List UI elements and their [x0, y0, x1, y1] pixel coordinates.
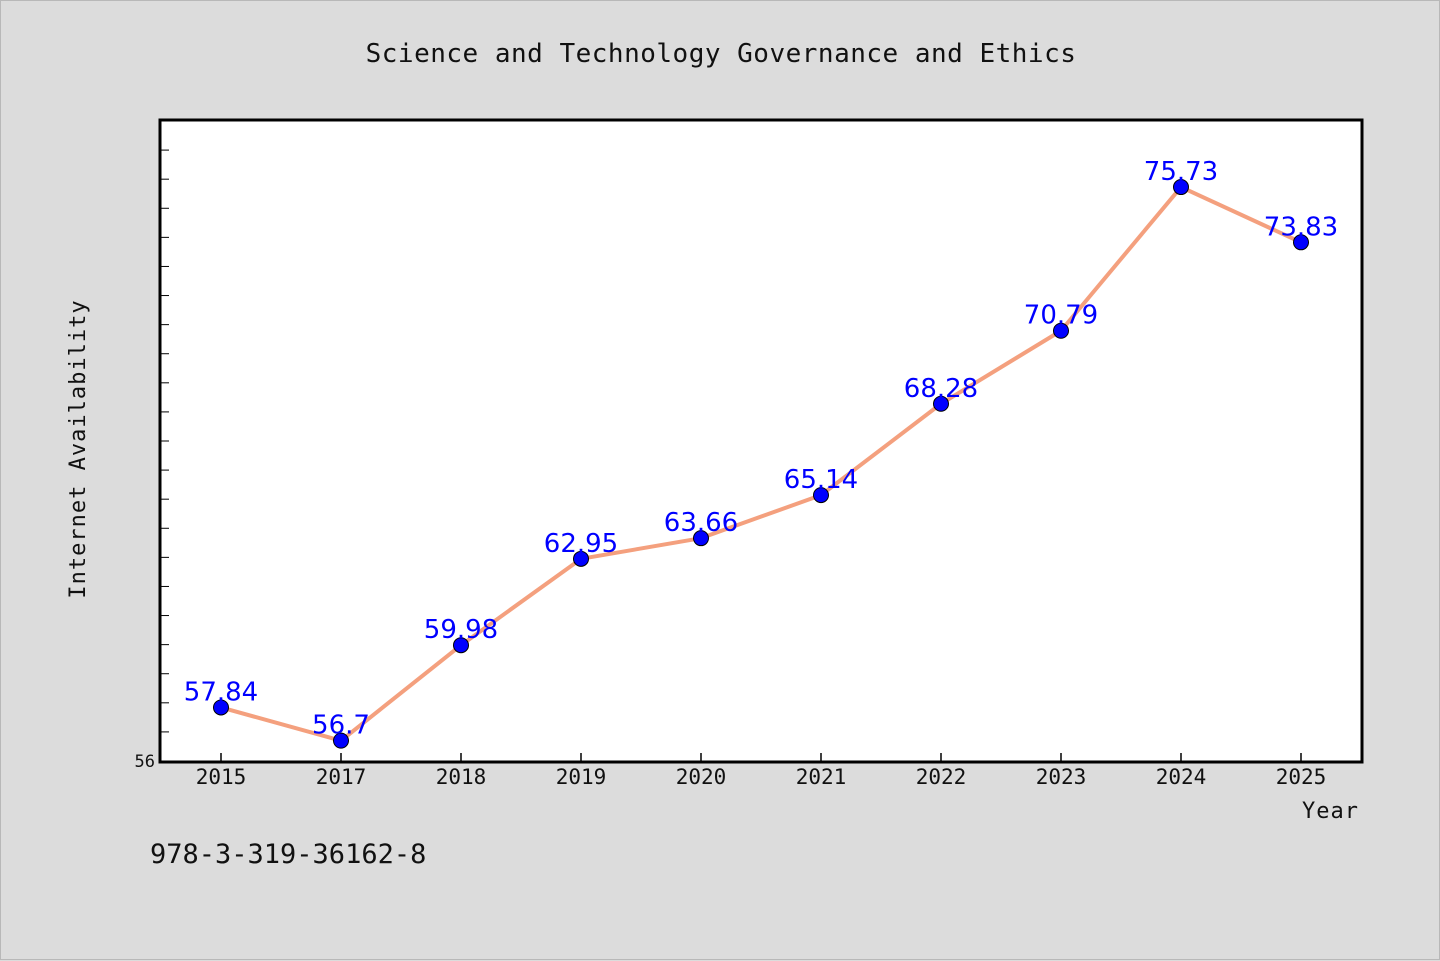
x-tick-label: 2019: [556, 765, 607, 789]
data-point-marker: [693, 530, 709, 547]
y-tick-label: 56: [135, 752, 155, 772]
data-point-marker: [813, 487, 829, 504]
x-tick-label: 2022: [916, 765, 967, 789]
data-label: 65.14: [784, 465, 858, 495]
series-line: [219, 185, 1303, 743]
data-label: 62.95: [544, 529, 618, 559]
data-point-marker: [573, 550, 589, 567]
data-label: 70.79: [1024, 301, 1098, 331]
data-point-markers: [213, 179, 1309, 749]
x-tick-label: 2023: [1036, 765, 1087, 789]
data-point-marker: [333, 732, 349, 749]
data-point-marker: [213, 699, 229, 716]
plot-frame: [158, 118, 1364, 764]
data-labels: 57.84 56.7 59.98 62.95 63.66 65.14 68.28 70.79 7…: [184, 157, 1338, 741]
data-label: 59.98: [424, 615, 498, 645]
x-tick-label: 2025: [1276, 765, 1327, 789]
data-point-marker: [1173, 179, 1189, 196]
data-point-marker: [1053, 322, 1069, 339]
x-tick-label: 2018: [436, 765, 487, 789]
data-label: 68.28: [904, 374, 978, 404]
chart-title: Science and Technology Governance and Et…: [366, 39, 1077, 69]
data-point-marker: [453, 637, 469, 654]
y-axis-label: Internet Availability: [66, 299, 91, 598]
isbn-text: 978-3-319-36162-8: [150, 839, 426, 870]
x-tick-label: 2021: [796, 765, 847, 789]
x-axis-tick-labels: 2015 2017 2018 2019 2020 2021 2022 2023 2024 2025: [196, 765, 1327, 789]
data-label: 57.84: [184, 677, 258, 707]
y-axis-tick-labels: 56: [135, 752, 155, 772]
x-tick-label: 2020: [676, 765, 727, 789]
data-point-marker: [933, 395, 949, 412]
x-tick-label: 2017: [316, 765, 367, 789]
data-label: 63.66: [664, 508, 738, 538]
data-label: 75.73: [1144, 157, 1218, 187]
x-tick-label: 2015: [196, 765, 247, 789]
data-point-marker: [1293, 234, 1309, 251]
data-label: 73.83: [1264, 212, 1338, 242]
data-label: 56.7: [312, 711, 370, 741]
x-axis-label: Year: [1302, 799, 1359, 824]
x-tick-label: 2024: [1156, 765, 1207, 789]
plot-area: [160, 120, 1362, 762]
